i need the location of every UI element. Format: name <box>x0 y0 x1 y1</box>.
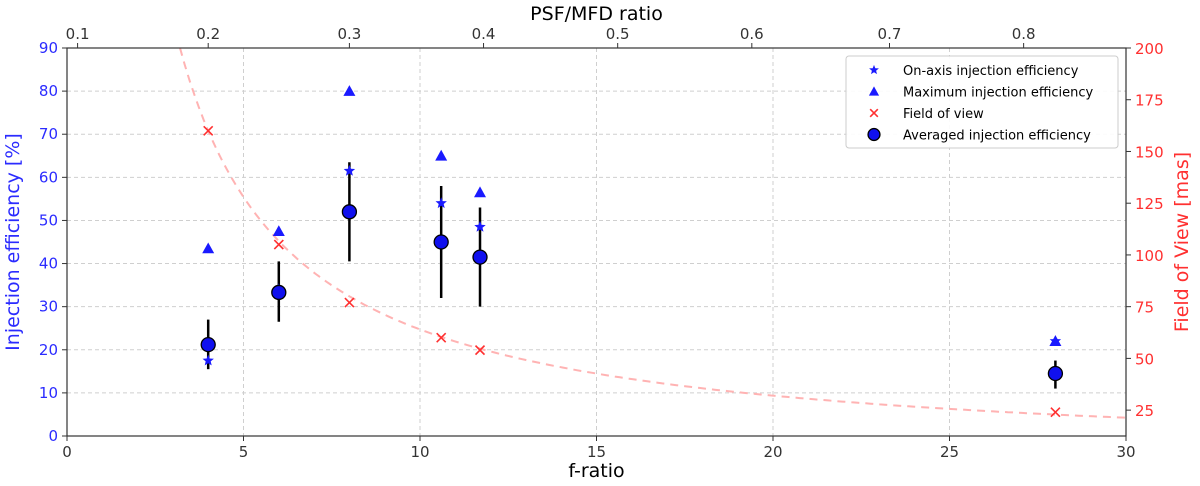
fov-point <box>203 125 214 136</box>
maximum-point <box>343 85 356 96</box>
top-tick-label: 0.7 <box>878 25 902 43</box>
x-stroke <box>273 239 284 250</box>
y-tick-label: 90 <box>39 39 58 57</box>
averaged-point <box>472 249 488 265</box>
fov-point <box>344 297 355 308</box>
x-stroke <box>474 345 486 356</box>
top-tick-label: 0.6 <box>740 25 764 43</box>
y-tick-label: 20 <box>39 341 58 359</box>
axis-ticks: 0 5 10 15 20 25 30 0 10 20 30 40 50 60 70 80 90 25 50 75 100… <box>39 25 1164 461</box>
y-axis-title: Injection efficiency [%] <box>2 133 24 351</box>
x-tick-label: 20 <box>763 443 782 461</box>
x-stroke <box>436 332 447 343</box>
legend-marker-on-axis-point <box>869 64 879 75</box>
averaged-point <box>200 336 216 353</box>
averaged-point <box>341 204 358 220</box>
legend-box <box>845 55 1119 149</box>
maximum-point <box>202 242 215 254</box>
legend-marker-averaged-point <box>867 127 881 142</box>
on-axis-point <box>435 197 447 209</box>
legend-label: On-axis injection efficiency <box>903 64 1079 79</box>
y-tick-label: 50 <box>39 211 58 229</box>
y2-tick-label: 150 <box>1135 143 1164 161</box>
y2-tick-label: 50 <box>1135 350 1154 368</box>
y2-tick-label: 100 <box>1135 247 1164 265</box>
x-axis-title: f-ratio <box>568 460 624 482</box>
x-tick-label: 15 <box>587 443 606 461</box>
legend-marker-maximum-point <box>868 86 880 96</box>
maximum-point <box>272 225 285 237</box>
top-tick-label: 0.2 <box>196 25 220 43</box>
y-tick-label: 60 <box>39 168 58 186</box>
legend-label: Averaged injection efficiency <box>903 129 1091 144</box>
maximum-point <box>474 186 487 198</box>
x-stroke <box>869 108 879 118</box>
y2-axis-title: Field of View [mas] <box>1171 152 1193 332</box>
x-stroke <box>203 125 214 136</box>
y2-tick-label: 175 <box>1135 92 1164 110</box>
y-tick-label: 70 <box>39 125 58 143</box>
top-tick-label: 0.3 <box>337 25 361 43</box>
maximum-point <box>435 149 448 161</box>
y-tick-label: 10 <box>39 384 58 402</box>
fov-curve <box>179 47 1127 419</box>
top-tick-label: 0.5 <box>606 25 630 43</box>
fov-point <box>1050 407 1061 418</box>
on-axis-point <box>343 164 356 176</box>
maximum-point <box>1049 335 1062 346</box>
on-axis-point <box>474 220 486 232</box>
legend: On-axis injection efficiency Maximum inje… <box>845 55 1119 149</box>
averaged-point <box>1047 365 1064 382</box>
data-marks <box>200 85 1064 418</box>
averaged-point <box>433 234 449 250</box>
fov-point <box>273 239 284 250</box>
y-tick-label: 40 <box>39 255 58 273</box>
x-tick-label: 0 <box>62 443 72 461</box>
averaged-point <box>271 284 287 301</box>
legend-items: On-axis injection efficiency Maximum inje… <box>867 64 1094 144</box>
x-tick-label: 10 <box>410 443 429 461</box>
x-tick-label: 5 <box>239 443 249 461</box>
fov-point <box>474 345 486 356</box>
y2-tick-label: 200 <box>1135 40 1164 58</box>
fov-point <box>436 332 447 343</box>
x-tick-label: 25 <box>940 443 959 461</box>
on-axis-point <box>202 354 214 366</box>
y2-tick-label: 125 <box>1135 195 1164 213</box>
top-tick-label: 0.4 <box>472 25 496 43</box>
x-tick-label: 30 <box>1116 443 1135 461</box>
x-stroke <box>344 297 355 308</box>
y2-tick-label: 25 <box>1135 402 1154 420</box>
top-tick-label: 0.1 <box>66 25 90 43</box>
y-tick-label: 0 <box>48 427 58 445</box>
y-tick-label: 80 <box>39 82 58 100</box>
y2-tick-label: 75 <box>1135 299 1154 317</box>
legend-label: Maximum injection efficiency <box>903 86 1094 101</box>
top-axis-title: PSF/MFD ratio <box>530 3 663 25</box>
x-stroke <box>1050 407 1061 418</box>
top-tick-label: 0.8 <box>1012 25 1036 43</box>
legend-marker-fov-point <box>869 108 879 118</box>
legend-label: Field of view <box>903 107 984 122</box>
y-tick-label: 30 <box>39 298 58 316</box>
